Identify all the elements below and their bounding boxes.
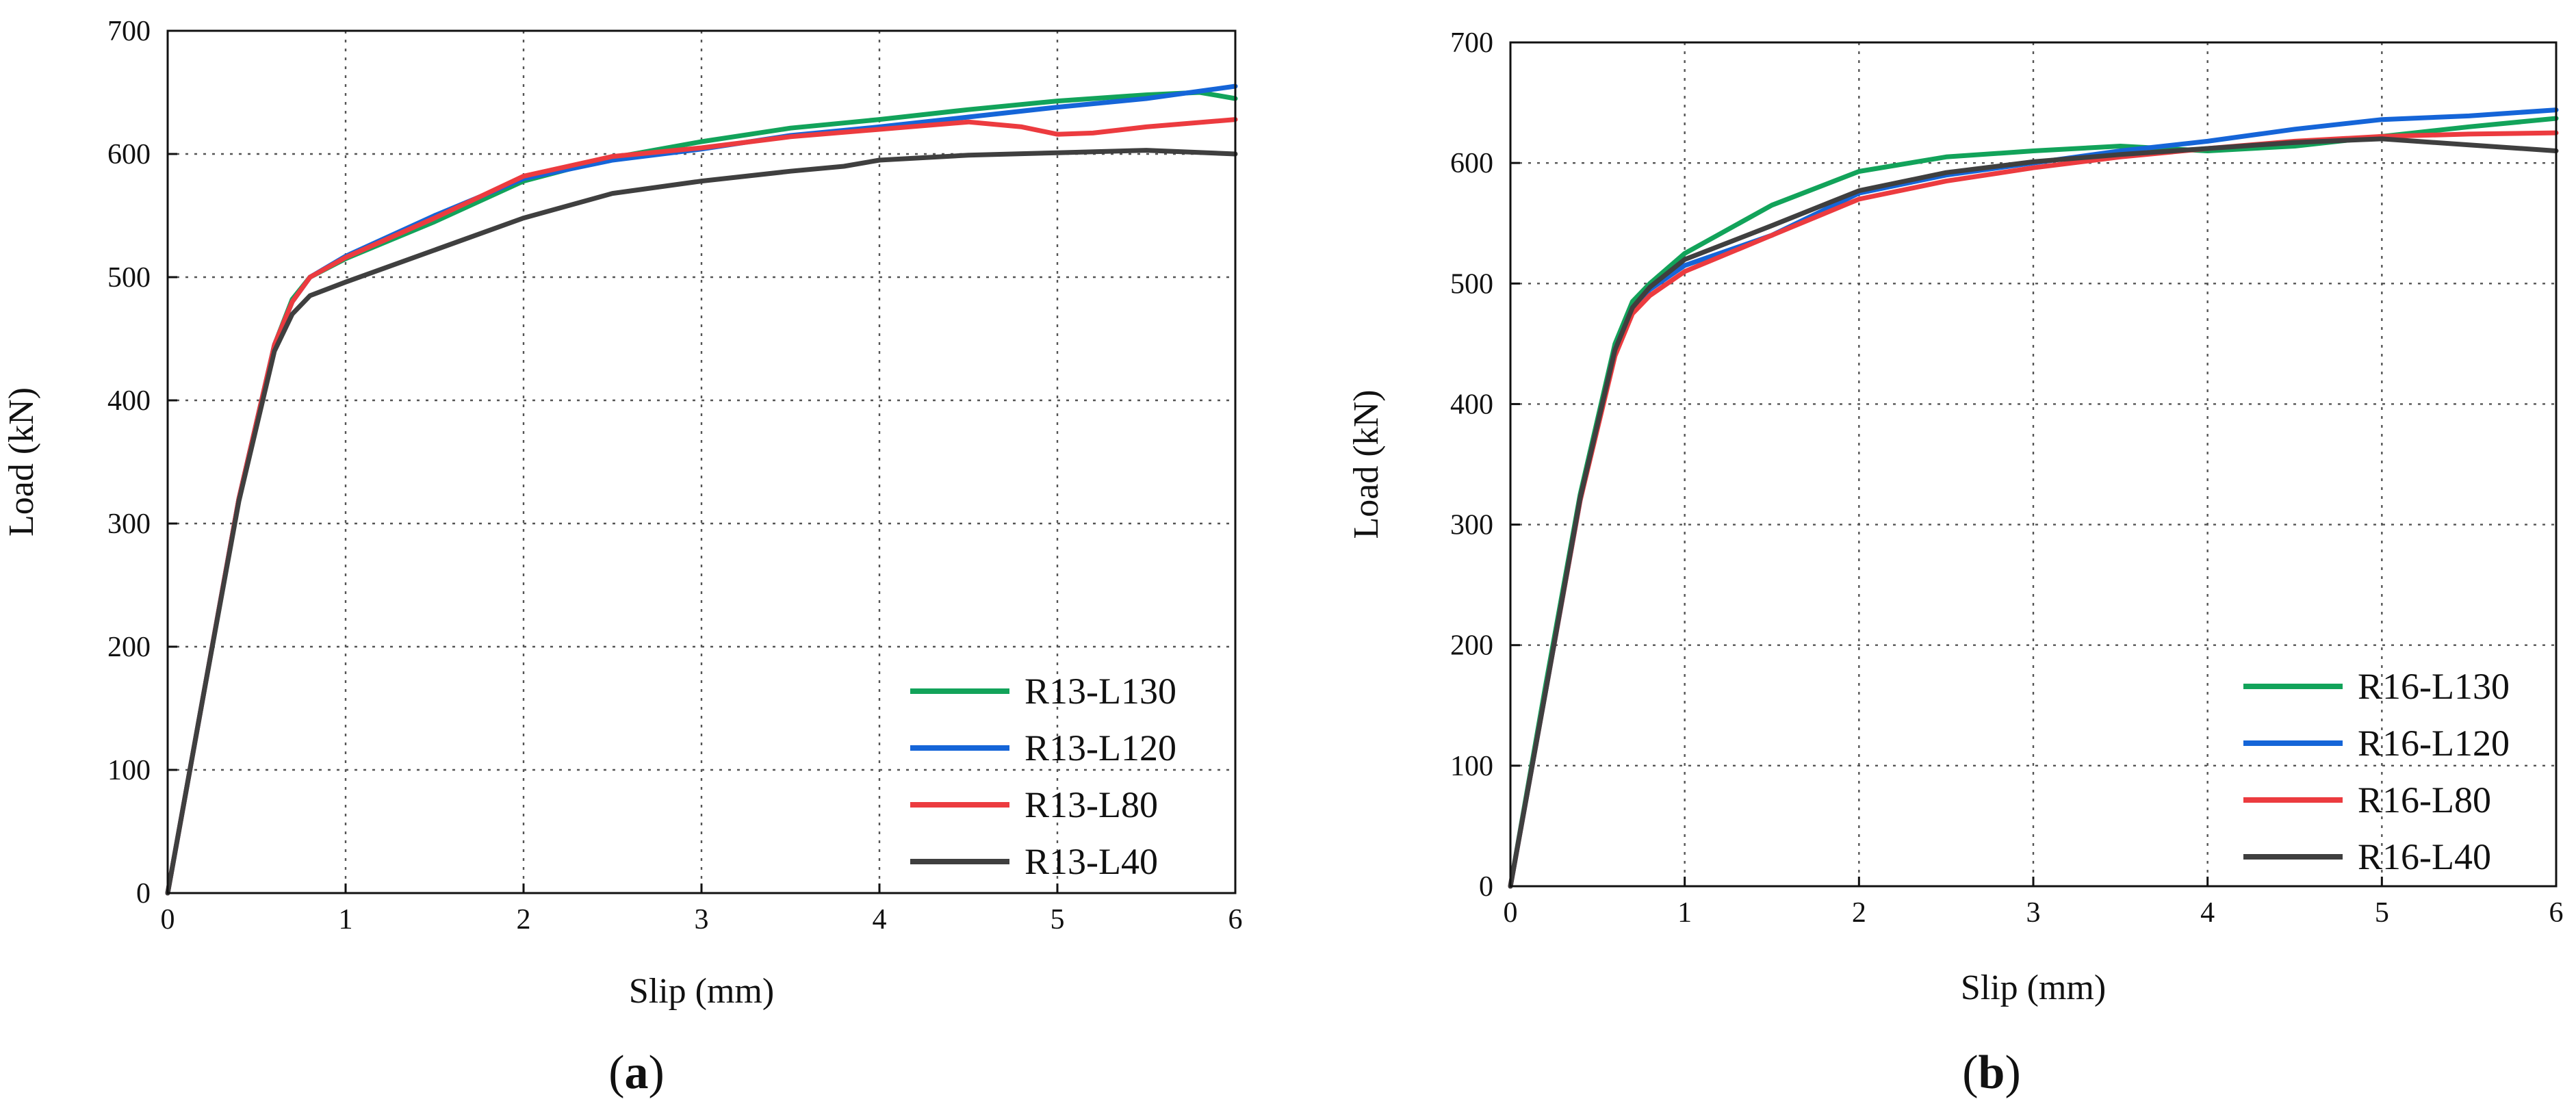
series-line-r16-l40 — [1508, 136, 2559, 889]
legend-label: R16-L120 — [2358, 723, 2510, 764]
series-line-r13-l40 — [165, 148, 1238, 896]
x-tick-label: 6 — [2549, 897, 2564, 929]
caption-close: ) — [649, 1046, 665, 1099]
y-axis-label: Load (kN) — [1347, 389, 1386, 539]
x-tick-label: 2 — [1852, 897, 1866, 929]
y-tick-label: 700 — [1450, 27, 1493, 59]
x-tick-label: 6 — [1228, 904, 1243, 935]
y-tick-label: 100 — [1450, 751, 1493, 782]
series-line-r16-l130 — [1508, 116, 2559, 889]
legend: R16-L130 R16-L120 R16-L80 R16-L40 — [2243, 666, 2510, 877]
y-tick-label: 600 — [1450, 148, 1493, 179]
y-tick-label: 300 — [1450, 510, 1493, 541]
x-tick-label: 4 — [873, 904, 887, 935]
x-axis-label: Slip (mm) — [629, 972, 774, 1011]
y-tick-label: 500 — [107, 262, 151, 294]
x-tick-label: 2 — [517, 904, 531, 935]
legend-label: R16-L80 — [2358, 779, 2491, 821]
y-tick-label: 500 — [1450, 268, 1493, 300]
y-tick-label: 100 — [107, 755, 151, 786]
legend-label: R13-L130 — [1025, 671, 1176, 712]
x-tick-label: 3 — [2026, 897, 2041, 929]
caption-letter: a — [625, 1046, 649, 1099]
caption-letter: b — [1979, 1046, 2005, 1099]
legend-label: R13-L120 — [1025, 727, 1176, 769]
chart-panel-b: 0 1 2 3 4 5 6 0 100 200 300 400 500 600 700 Slip (mm) Lo… — [1347, 27, 2564, 1099]
caption-close: ) — [2005, 1046, 2020, 1099]
x-axis-label: Slip (mm) — [1961, 968, 2106, 1007]
y-tick-label: 300 — [107, 508, 151, 540]
legend-label: R16-L130 — [2358, 666, 2510, 707]
y-tick-label: 0 — [136, 878, 151, 909]
legend-label: R13-L80 — [1025, 784, 1158, 825]
x-tick-label: 4 — [2200, 897, 2215, 929]
y-tick-label: 200 — [107, 632, 151, 663]
y-tick-label: 400 — [1450, 389, 1493, 420]
x-tick-label: 3 — [695, 904, 709, 935]
caption-open: ( — [1962, 1046, 1978, 1099]
y-tick-label: 700 — [107, 16, 151, 47]
panel-caption: (b) — [1962, 1046, 2021, 1099]
series-line-r13-l130 — [165, 90, 1238, 896]
series-line-r13-l120 — [165, 83, 1238, 896]
y-tick-label: 600 — [107, 139, 151, 170]
y-tick-label: 400 — [107, 385, 151, 417]
x-tick-label: 1 — [339, 904, 353, 935]
x-tick-label: 5 — [1051, 904, 1065, 935]
x-tick-label: 1 — [1677, 897, 1692, 929]
legend: R13-L130 R13-L120 R13-L80 R13-L40 — [910, 671, 1176, 882]
x-tick-label: 0 — [1504, 897, 1518, 929]
y-tick-label: 0 — [1479, 871, 1493, 903]
y-tick-label: 200 — [1450, 630, 1493, 662]
x-tick-label: 5 — [2375, 897, 2389, 929]
panel-caption: (a) — [608, 1046, 665, 1099]
chart-panel-a: 0 1 2 3 4 5 6 0 100 200 300 400 500 600 700 Slip (mm) Lo… — [2, 16, 1243, 1099]
series-line-r13-l80 — [165, 117, 1238, 896]
caption-open: ( — [608, 1046, 624, 1099]
legend-label: R16-L40 — [2358, 836, 2491, 877]
x-tick-label: 0 — [161, 904, 175, 935]
y-axis-label: Load (kN) — [2, 387, 41, 537]
legend-label: R13-L40 — [1025, 841, 1158, 882]
